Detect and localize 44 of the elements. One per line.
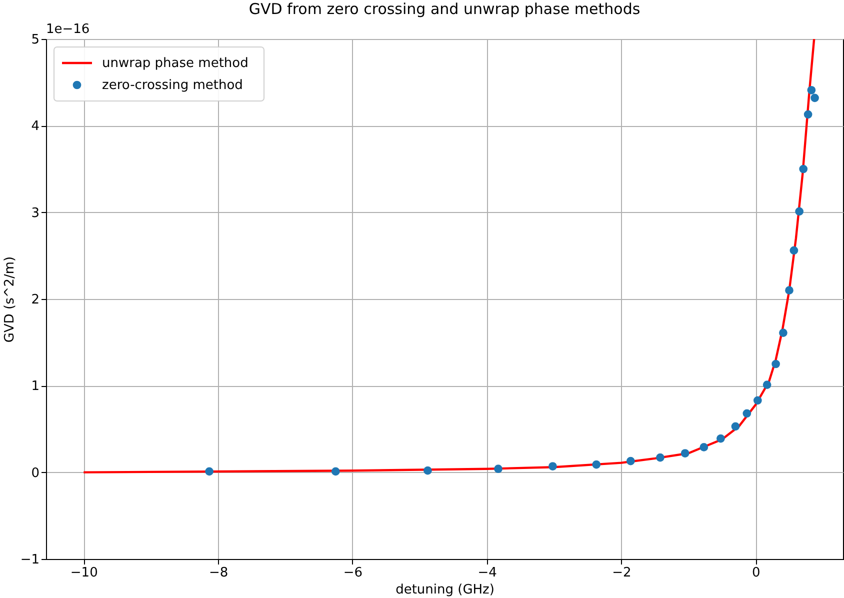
point — [799, 164, 808, 174]
y-tick-label: 5 — [31, 32, 40, 48]
text: 1e−16 — [46, 22, 90, 37]
point — [331, 467, 340, 476]
point — [700, 443, 708, 452]
point — [779, 328, 788, 337]
point — [772, 360, 780, 368]
point — [742, 409, 752, 418]
point — [424, 466, 432, 475]
legend-label: unwrap phase method — [102, 56, 248, 71]
x-tick-label: −8 — [208, 566, 228, 580]
point — [785, 286, 794, 295]
x-tick-label: −2 — [612, 566, 632, 580]
y-tick-label: 1 — [31, 379, 40, 394]
line-series — [82, 39, 816, 474]
point — [548, 462, 557, 470]
point — [731, 422, 740, 431]
x-tick-label: −10 — [70, 566, 98, 580]
x-tick-label: −4 — [478, 566, 497, 580]
point — [807, 86, 816, 94]
point — [804, 110, 812, 119]
point — [762, 380, 772, 389]
x-tick-label: 0 — [752, 566, 760, 580]
y-tick-label: 2 — [31, 292, 40, 308]
point — [592, 460, 601, 469]
y-tick-label: 3 — [31, 206, 40, 221]
point — [716, 434, 725, 443]
point — [626, 456, 635, 466]
y-tick-label: −1 — [20, 552, 40, 568]
point — [205, 467, 214, 476]
point — [790, 246, 798, 255]
point — [810, 94, 819, 102]
x-axis-title: detuning (GHz) — [396, 582, 494, 598]
y-axis-title: GVD (s^2/m) — [2, 256, 18, 343]
point — [494, 464, 502, 474]
y-tick-label: 0 — [31, 466, 40, 481]
point — [656, 453, 664, 462]
point — [680, 449, 690, 458]
x-tick-label: −6 — [343, 566, 363, 580]
chart-title: GVD from zero crossing and unwrap phase methods — [248, 0, 640, 18]
point — [795, 207, 804, 216]
y-tick-label: 4 — [31, 119, 40, 134]
point — [753, 396, 762, 405]
legend-label: zero-crossing method — [102, 78, 243, 93]
